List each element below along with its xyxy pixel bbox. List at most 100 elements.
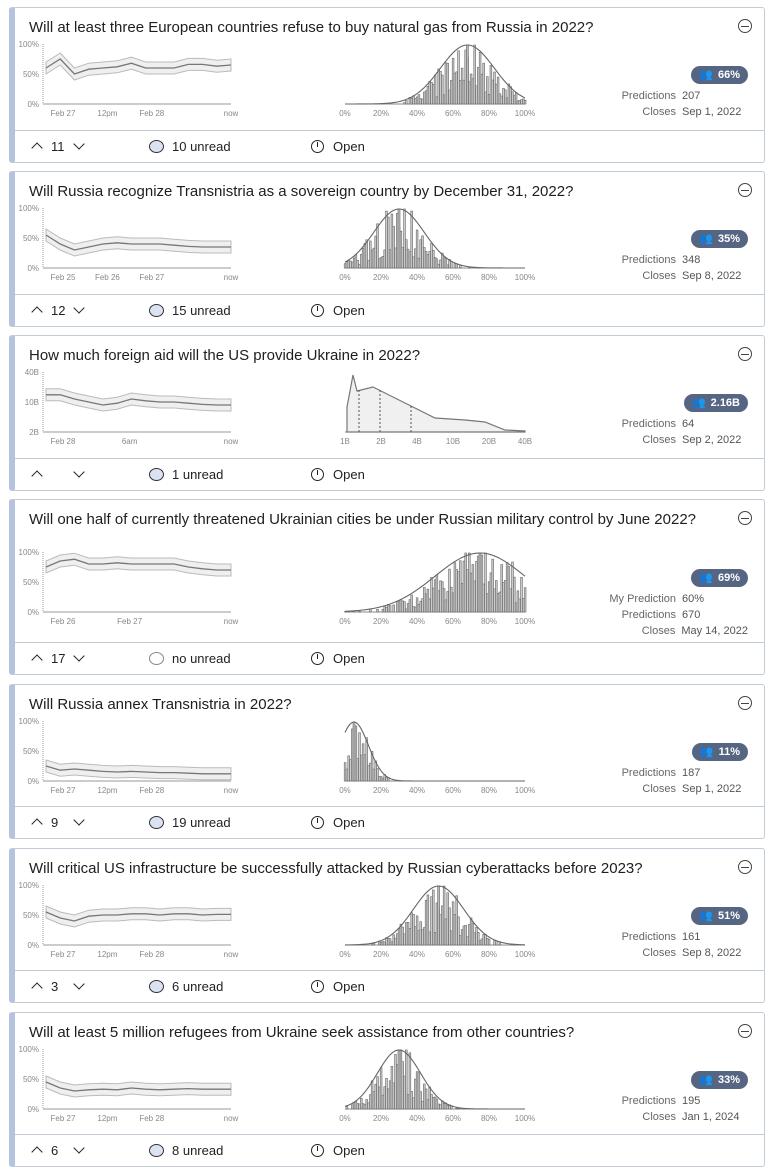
y-tick-label: 0% bbox=[27, 608, 39, 617]
downvote-icon[interactable] bbox=[73, 1142, 85, 1154]
x-tick-label: 12pm bbox=[97, 950, 117, 959]
histogram-bar bbox=[466, 44, 469, 105]
hist-tick-label: 60% bbox=[445, 786, 461, 795]
prediction-history-chart: 100% 50% 0% Feb 27 12pm Feb 28 now bbox=[19, 881, 239, 959]
hist-tick-label: 40% bbox=[409, 1114, 425, 1123]
comments-unread[interactable]: 8 unread bbox=[172, 1143, 224, 1158]
question-title[interactable]: Will one half of currently threatened Uk… bbox=[29, 511, 697, 528]
question-card[interactable]: Will Russia recognize Transnistria as a … bbox=[9, 171, 765, 327]
users-icon: 👥 bbox=[699, 746, 714, 758]
comment-icon[interactable] bbox=[149, 816, 164, 829]
comments-unread[interactable]: 1 unread bbox=[172, 467, 224, 482]
comments-unread[interactable]: no unread bbox=[172, 651, 231, 666]
hist-tick-label: 100% bbox=[515, 617, 535, 626]
closes-label: Closes bbox=[642, 106, 676, 118]
comment-icon[interactable] bbox=[149, 980, 164, 993]
question-footer: 17 no unread Open bbox=[15, 642, 764, 674]
hist-tick-label: 100% bbox=[515, 1114, 535, 1123]
histogram-bar bbox=[405, 1049, 408, 1110]
comment-icon[interactable] bbox=[149, 652, 164, 665]
clock-icon bbox=[311, 652, 324, 665]
comment-icon[interactable] bbox=[149, 1144, 164, 1157]
hist-tick-label: 40B bbox=[518, 437, 532, 446]
hist-tick-label: 1B bbox=[340, 437, 350, 446]
confidence-band bbox=[45, 52, 232, 81]
collapse-icon[interactable] bbox=[738, 1024, 752, 1038]
upvote-icon[interactable] bbox=[31, 1146, 43, 1158]
upvote-icon[interactable] bbox=[31, 818, 43, 830]
question-card[interactable]: Will at least 5 million refugees from Uk… bbox=[9, 1012, 765, 1167]
question-title[interactable]: Will Russia annex Transnistria in 2022? bbox=[29, 696, 292, 713]
histogram-bar bbox=[486, 76, 489, 105]
history-line bbox=[45, 911, 231, 922]
question-stats: 👥 11% Predictions 187 Closes Sep 1, 2022 bbox=[548, 743, 748, 797]
histogram-bar bbox=[419, 1091, 422, 1110]
question-status: Open bbox=[333, 979, 365, 994]
comments-unread[interactable]: 6 unread bbox=[172, 979, 224, 994]
downvote-icon[interactable] bbox=[73, 814, 85, 826]
hist-tick-label: 60% bbox=[445, 617, 461, 626]
comment-icon[interactable] bbox=[149, 140, 164, 153]
histogram-bar bbox=[397, 1049, 401, 1110]
question-title[interactable]: How much foreign aid will the US provide… bbox=[29, 347, 421, 364]
comments-unread[interactable]: 15 unread bbox=[172, 303, 231, 318]
hist-tick-label: 40% bbox=[409, 617, 425, 626]
upvote-icon[interactable] bbox=[31, 470, 43, 482]
confidence-band bbox=[45, 228, 232, 257]
question-stats: 👥 33% Predictions 195 Closes Jan 1, 2024 bbox=[548, 1071, 748, 1125]
question-stats: 👥 51% Predictions 161 Closes Sep 8, 2022 bbox=[548, 907, 748, 961]
downvote-icon[interactable] bbox=[73, 302, 85, 314]
question-footer: 1 unread Open bbox=[15, 458, 764, 490]
question-footer: 9 19 unread Open bbox=[15, 806, 764, 838]
downvote-icon[interactable] bbox=[73, 978, 85, 990]
downvote-icon[interactable] bbox=[73, 650, 85, 662]
histogram-bar bbox=[352, 721, 356, 782]
x-tick-label: Feb 25 bbox=[51, 273, 76, 282]
community-prediction-badge: 👥 35% bbox=[691, 230, 748, 248]
question-status: Open bbox=[333, 467, 365, 482]
comment-icon[interactable] bbox=[149, 468, 164, 481]
question-title[interactable]: Will at least 5 million refugees from Uk… bbox=[29, 1024, 575, 1041]
predictions-label: Predictions bbox=[621, 90, 676, 102]
question-title[interactable]: Will at least three European countries r… bbox=[29, 19, 594, 36]
comments-unread[interactable]: 10 unread bbox=[172, 139, 231, 154]
collapse-icon[interactable] bbox=[738, 183, 752, 197]
downvote-icon[interactable] bbox=[73, 466, 85, 478]
hist-tick-label: 100% bbox=[515, 950, 535, 959]
hist-tick-label: 20% bbox=[373, 273, 389, 282]
close-date: Sep 2, 2022 bbox=[682, 434, 742, 446]
question-title[interactable]: Will critical US infrastructure be succe… bbox=[29, 860, 643, 877]
predictions-count: 207 bbox=[682, 90, 701, 102]
question-title[interactable]: Will Russia recognize Transnistria as a … bbox=[29, 183, 574, 200]
hist-tick-label: 60% bbox=[445, 109, 461, 118]
x-tick-label: Feb 28 bbox=[139, 786, 164, 795]
community-prediction: 69% bbox=[717, 572, 740, 584]
comments-unread[interactable]: 19 unread bbox=[172, 815, 231, 830]
histogram-bar bbox=[415, 229, 419, 269]
question-card[interactable]: Will Russia annex Transnistria in 2022? … bbox=[9, 684, 765, 839]
question-card[interactable]: How much foreign aid will the US provide… bbox=[9, 335, 765, 491]
histogram-bar bbox=[432, 889, 435, 946]
upvote-icon[interactable] bbox=[31, 982, 43, 994]
collapse-icon[interactable] bbox=[738, 19, 752, 33]
collapse-icon[interactable] bbox=[738, 860, 752, 874]
hist-tick-label: 0% bbox=[339, 617, 351, 626]
upvote-icon[interactable] bbox=[31, 306, 43, 318]
question-card[interactable]: Will one half of currently threatened Uk… bbox=[9, 499, 765, 675]
downvote-icon[interactable] bbox=[73, 138, 85, 150]
question-status: Open bbox=[333, 815, 365, 830]
comment-icon[interactable] bbox=[149, 304, 164, 317]
x-tick-label: Feb 28 bbox=[139, 950, 164, 959]
hist-tick-label: 80% bbox=[481, 1114, 497, 1123]
collapse-icon[interactable] bbox=[738, 696, 752, 710]
close-date: May 14, 2022 bbox=[681, 625, 748, 637]
collapse-icon[interactable] bbox=[738, 511, 752, 525]
upvote-icon[interactable] bbox=[31, 142, 43, 154]
confidence-band bbox=[45, 759, 232, 781]
hist-tick-label: 60% bbox=[445, 1114, 461, 1123]
collapse-icon[interactable] bbox=[738, 347, 752, 361]
histogram-bar bbox=[388, 605, 392, 613]
question-card[interactable]: Will critical US infrastructure be succe… bbox=[9, 848, 765, 1003]
upvote-icon[interactable] bbox=[31, 654, 43, 666]
question-card[interactable]: Will at least three European countries r… bbox=[9, 7, 765, 163]
